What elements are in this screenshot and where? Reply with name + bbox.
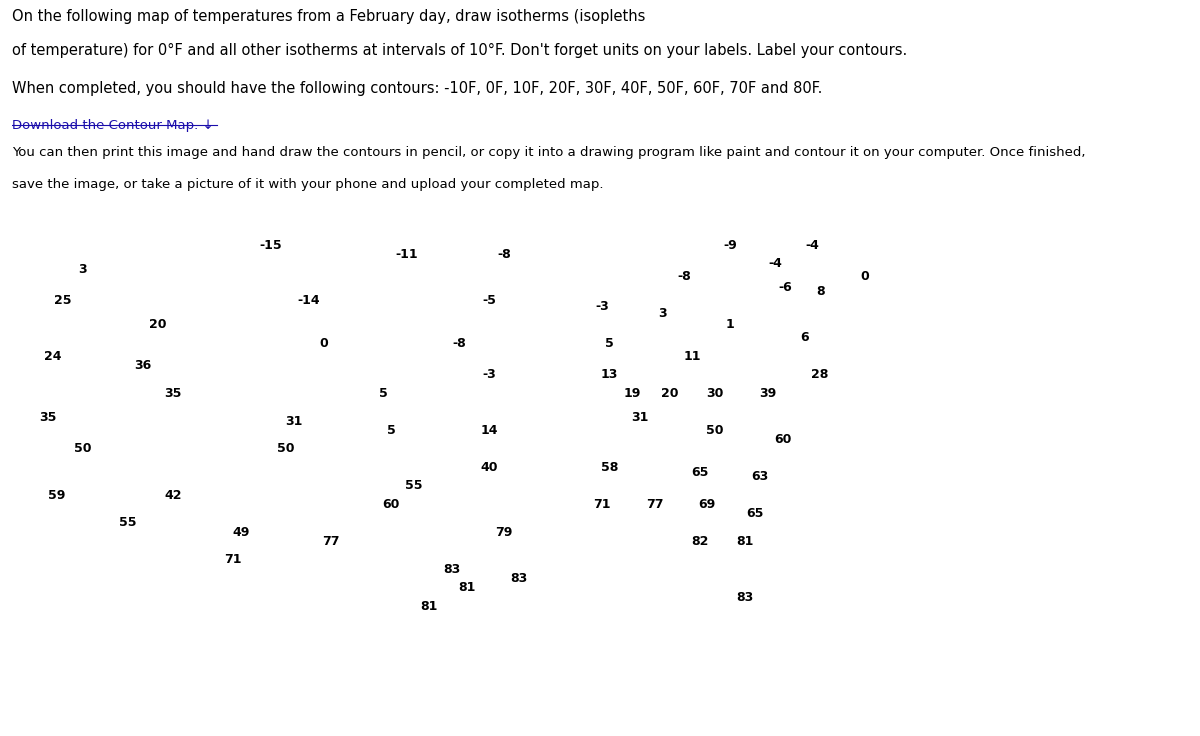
Text: 30: 30	[706, 386, 724, 400]
Text: -4: -4	[805, 238, 820, 252]
Text: 6: 6	[800, 331, 809, 344]
Text: of temperature) for 0°F and all other isotherms at intervals of 10°F. Don't forg: of temperature) for 0°F and all other is…	[12, 43, 907, 58]
Text: 19: 19	[623, 386, 641, 400]
Text: 82: 82	[691, 535, 708, 548]
Text: 65: 65	[746, 507, 764, 520]
Text: 0: 0	[860, 270, 870, 283]
Text: 81: 81	[420, 600, 438, 613]
Text: 71: 71	[224, 553, 242, 567]
Text: 25: 25	[54, 294, 72, 307]
Text: 11: 11	[684, 350, 701, 363]
Text: save the image, or take a picture of it with your phone and upload your complete: save the image, or take a picture of it …	[12, 178, 604, 191]
Text: When completed, you should have the following contours: -10F, 0F, 10F, 20F, 30F,: When completed, you should have the foll…	[12, 81, 822, 96]
Text: 0: 0	[319, 337, 328, 350]
Text: 58: 58	[601, 461, 618, 474]
Text: 49: 49	[232, 526, 250, 539]
Text: 8: 8	[816, 285, 824, 298]
Text: 77: 77	[323, 535, 340, 548]
Text: -3: -3	[595, 300, 608, 313]
Text: -8: -8	[678, 270, 691, 283]
Text: Download the Contour Map. ↓: Download the Contour Map. ↓	[12, 118, 214, 132]
Text: -3: -3	[482, 368, 496, 381]
Text: 65: 65	[691, 467, 708, 479]
Text: 1: 1	[726, 318, 734, 331]
Text: 35: 35	[164, 386, 181, 400]
Text: 63: 63	[751, 470, 768, 483]
Text: On the following map of temperatures from a February day, draw isotherms (isople: On the following map of temperatures fro…	[12, 10, 646, 24]
Text: 55: 55	[406, 479, 422, 492]
Text: 31: 31	[284, 414, 302, 428]
Text: 60: 60	[774, 433, 791, 446]
Text: 28: 28	[811, 368, 829, 381]
Text: 5: 5	[605, 337, 614, 350]
Text: 35: 35	[40, 411, 56, 424]
Text: -8: -8	[452, 337, 466, 350]
Text: 83: 83	[737, 590, 754, 604]
Text: 14: 14	[480, 424, 498, 436]
Text: 5: 5	[386, 424, 396, 436]
Text: -8: -8	[497, 248, 511, 261]
Text: 42: 42	[164, 489, 181, 502]
Text: 20: 20	[149, 318, 167, 331]
Text: 55: 55	[119, 517, 137, 529]
Text: 5: 5	[379, 386, 388, 400]
Text: 3: 3	[658, 307, 666, 320]
Text: 39: 39	[758, 386, 776, 400]
Text: 83: 83	[443, 563, 460, 576]
Text: 77: 77	[646, 498, 664, 511]
Text: 79: 79	[496, 526, 512, 539]
Text: 50: 50	[277, 442, 295, 456]
Text: -15: -15	[259, 238, 282, 252]
Text: 60: 60	[383, 498, 400, 511]
Text: 81: 81	[457, 581, 475, 594]
Text: 13: 13	[601, 368, 618, 381]
Text: You can then print this image and hand draw the contours in pencil, or copy it i: You can then print this image and hand d…	[12, 146, 1086, 160]
Text: -5: -5	[482, 294, 496, 307]
Text: 81: 81	[736, 535, 754, 548]
Text: -6: -6	[779, 281, 792, 294]
Text: 20: 20	[661, 386, 678, 400]
Text: 50: 50	[706, 424, 724, 436]
Text: 69: 69	[698, 498, 716, 511]
Text: 24: 24	[44, 350, 61, 363]
Text: 40: 40	[480, 461, 498, 474]
Text: 50: 50	[74, 442, 91, 456]
Text: -9: -9	[722, 238, 737, 252]
Text: 36: 36	[134, 359, 151, 372]
Text: -4: -4	[768, 257, 782, 270]
Text: -14: -14	[298, 294, 319, 307]
Text: 59: 59	[48, 489, 66, 502]
Text: 71: 71	[593, 498, 611, 511]
Text: -11: -11	[395, 248, 418, 261]
Text: 83: 83	[510, 572, 528, 585]
Text: 31: 31	[631, 411, 648, 424]
Text: 3: 3	[78, 263, 88, 275]
